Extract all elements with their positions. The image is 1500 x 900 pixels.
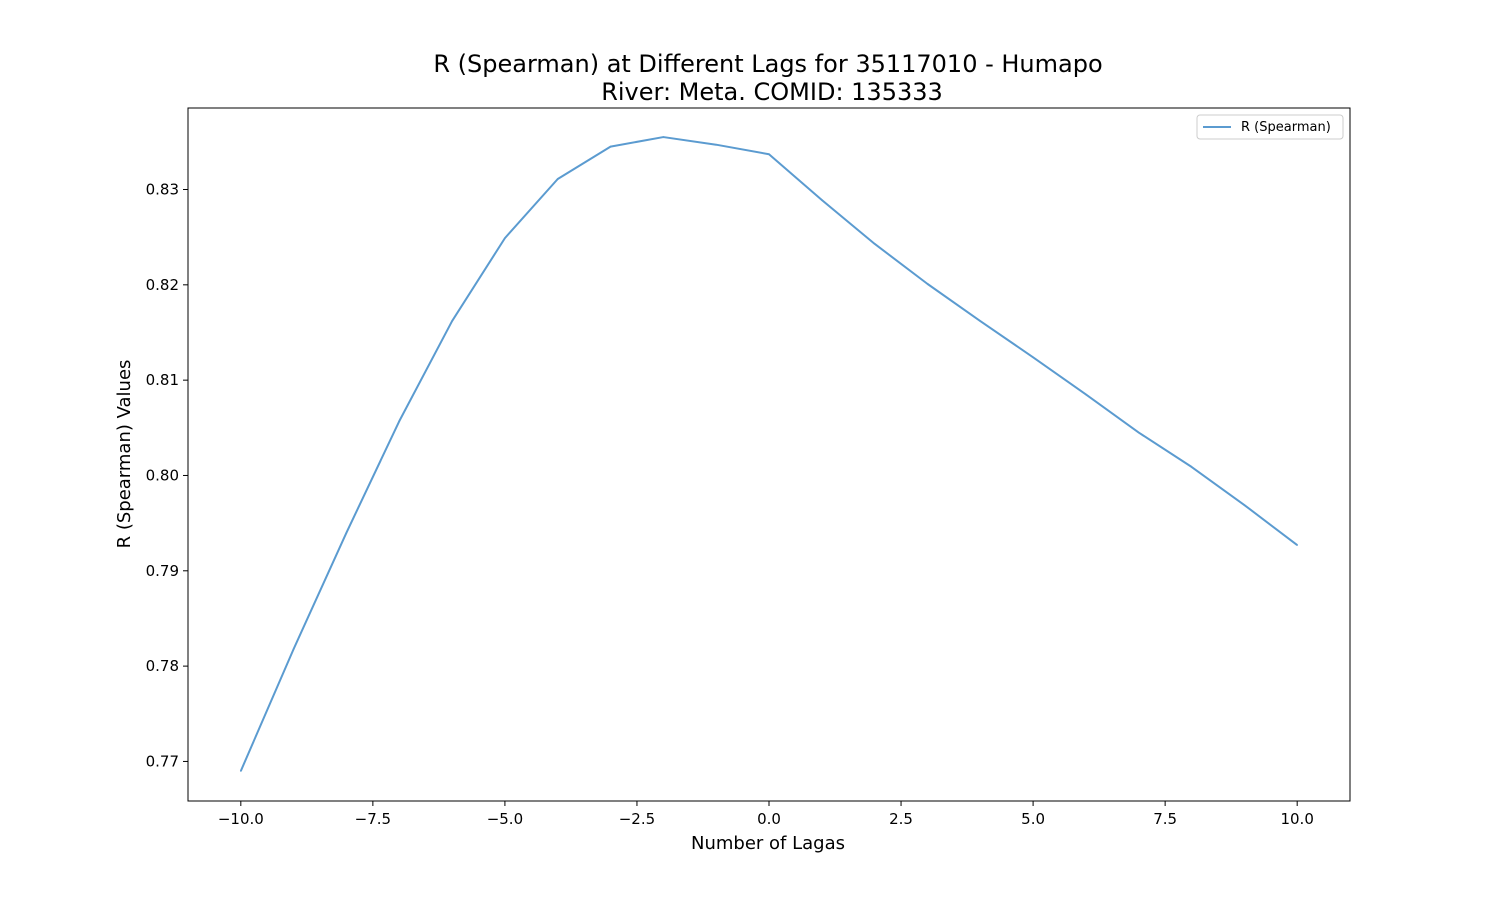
x-tick-label: −7.5: [355, 810, 391, 828]
y-tick-label: 0.78: [146, 657, 179, 675]
x-tick-label: 7.5: [1153, 810, 1177, 828]
y-tick-label: 0.82: [146, 276, 179, 294]
x-axis-label: Number of Lagas: [691, 833, 845, 854]
chart-subtitle: River: Meta. COMID: 135333: [601, 78, 943, 106]
data-point: [768, 153, 770, 156]
data-point: [609, 145, 612, 148]
data-point: [926, 283, 929, 285]
y-axis-ticks: 0.77 0.78 0.79 0.80 0.81 0.82 0.83: [146, 181, 188, 770]
data-point: [1032, 356, 1034, 359]
data-point: [240, 770, 242, 772]
data-point: [1296, 544, 1298, 546]
x-tick-label: −10.0: [218, 810, 264, 828]
y-tick-label: 0.83: [146, 181, 179, 199]
data-point: [451, 320, 453, 322]
data-point: [1137, 431, 1140, 434]
data-point: [1085, 393, 1087, 396]
data-point: [715, 143, 717, 146]
x-tick-label: 2.5: [889, 810, 913, 828]
legend: R (Spearman): [1196, 114, 1344, 140]
plot-area: [239, 136, 1298, 772]
x-tick-label: −5.0: [487, 810, 523, 828]
legend-label: R (Spearman): [1241, 120, 1331, 135]
y-tick-label: 0.77: [146, 752, 179, 770]
data-point: [662, 136, 665, 138]
data-point: [292, 648, 295, 650]
y-axis-label: R (Spearman) Values: [114, 360, 135, 549]
data-point: [556, 178, 559, 180]
plot-frame: [187, 107, 1351, 802]
series-line: [239, 136, 1298, 772]
data-point: [345, 531, 348, 534]
data-point: [1190, 466, 1193, 468]
data-point: [821, 199, 823, 201]
y-tick-label: 0.81: [146, 371, 179, 389]
data-point: [873, 243, 876, 245]
x-tick-label: −2.5: [619, 810, 655, 828]
data-point: [504, 237, 506, 239]
chart-title: R (Spearman) at Different Lags for 35117…: [433, 50, 1102, 78]
legend-box: [1196, 114, 1344, 140]
data-point: [979, 320, 982, 322]
x-tick-label: 0.0: [757, 810, 781, 828]
x-tick-label: 10.0: [1280, 810, 1313, 828]
x-axis-ticks: −10.0 −7.5 −5.0 −2.5 0.0 2.5 5.0 7.5 10.0: [218, 801, 1314, 828]
data-point: [1243, 504, 1246, 506]
x-tick-label: 5.0: [1021, 810, 1045, 828]
y-tick-label: 0.79: [146, 562, 179, 580]
data-point: [398, 420, 401, 422]
y-tick-label: 0.80: [146, 466, 179, 484]
